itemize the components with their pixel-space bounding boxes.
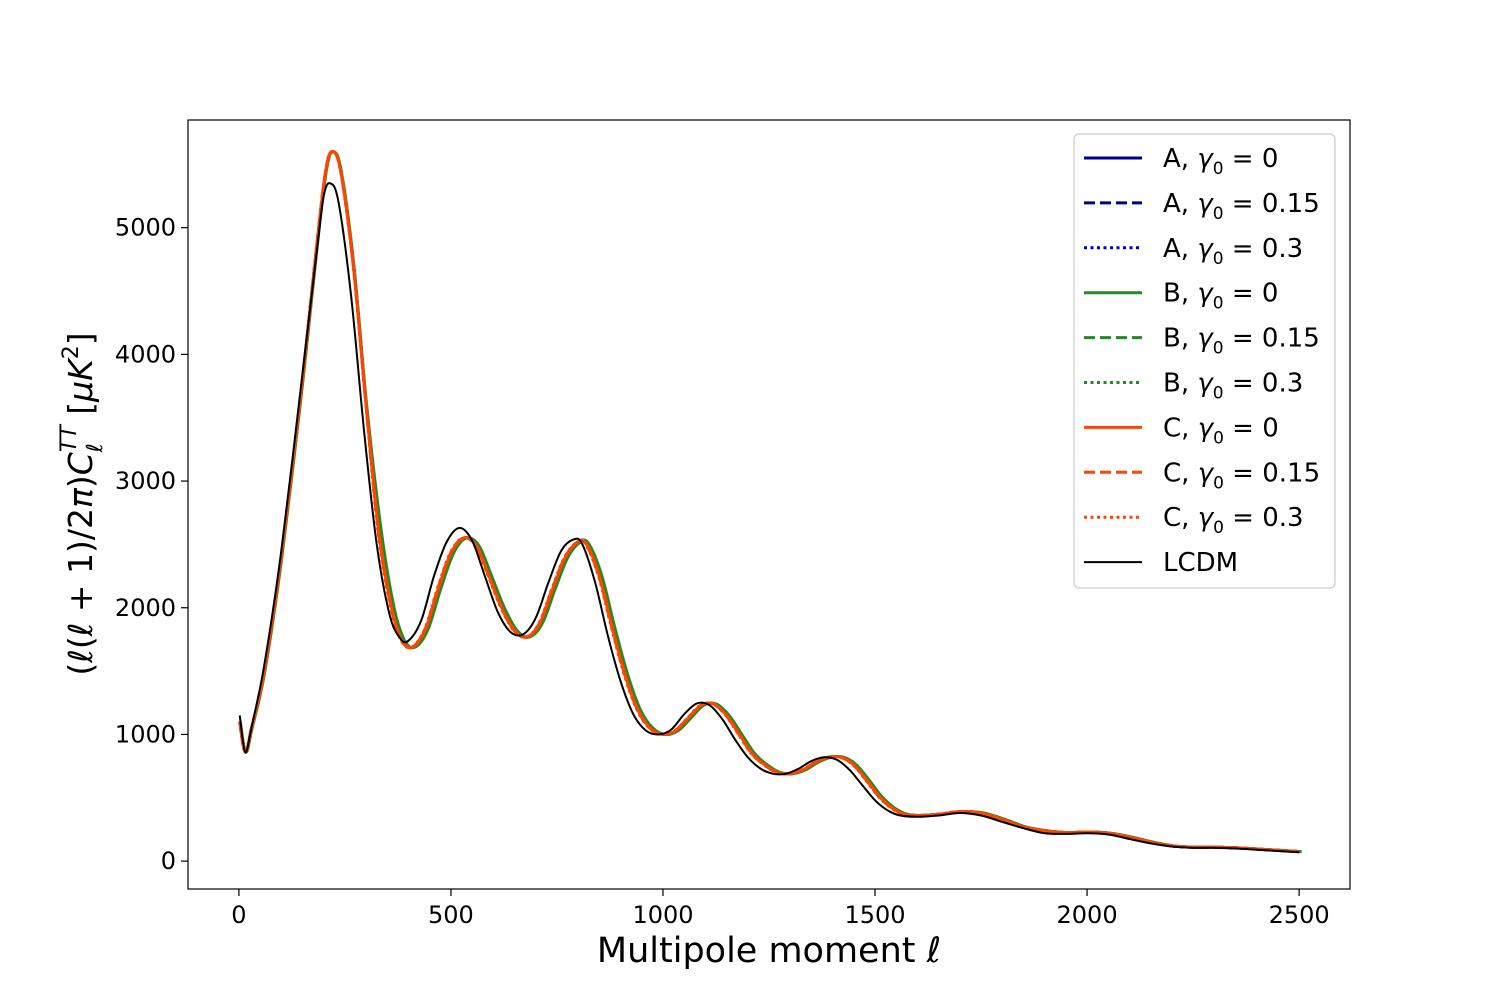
- legend-label: LCDM: [1163, 548, 1238, 578]
- y-tick-label: 5000: [115, 214, 176, 242]
- legend-label: C, γ0 = 0: [1163, 413, 1279, 448]
- legend-entry: LCDM: [1084, 548, 1238, 578]
- legend-entry: C, γ0 = 0.15: [1084, 458, 1320, 493]
- legend-label: A, γ0 = 0.3: [1163, 234, 1303, 269]
- x-axis: 0 500 1000 1500 2000 2500: [231, 889, 1330, 929]
- y-tick-label: 2000: [115, 594, 176, 622]
- legend-entry: C, γ0 = 0.3: [1084, 503, 1304, 538]
- x-tick-label: 500: [428, 901, 474, 929]
- x-tick-label: 0: [231, 901, 246, 929]
- legend-label: B, γ0 = 0: [1163, 279, 1278, 314]
- legend-entry: A, γ0 = 0.3: [1084, 234, 1303, 269]
- series-line-9: [238, 150, 1299, 854]
- y-tick-label: 3000: [115, 467, 176, 495]
- legend-entry: B, γ0 = 0.15: [1084, 324, 1320, 359]
- x-axis-title: Multipole moment ℓ: [597, 931, 941, 971]
- legend-label: A, γ0 = 0: [1163, 144, 1278, 179]
- legend-box: [1073, 133, 1336, 589]
- legend-label: A, γ0 = 0.15: [1163, 189, 1320, 224]
- x-tick-label: 1500: [844, 901, 905, 929]
- y-axis: 0 1000 2000 3000 4000 5000: [115, 214, 188, 875]
- legend-entry: A, γ0 = 0: [1084, 144, 1278, 179]
- legend-label: C, γ0 = 0.15: [1163, 458, 1320, 493]
- y-tick-label: 1000: [115, 720, 176, 748]
- x-tick-label: 1000: [632, 901, 693, 929]
- y-tick-label: 0: [161, 847, 176, 875]
- legend-entry: A, γ0 = 0.15: [1084, 189, 1320, 224]
- legend-entry: B, γ0 = 0.3: [1084, 369, 1303, 404]
- curves: [238, 150, 1302, 854]
- legend-entry: B, γ0 = 0: [1084, 279, 1278, 314]
- y-axis-title: (ℓ(ℓ + 1)/2π)CℓTT [μK2]: [57, 332, 108, 675]
- plot-frame: [187, 119, 1351, 890]
- y-tick-label: 4000: [115, 340, 176, 368]
- x-tick-label: 2000: [1057, 901, 1118, 929]
- legend: A, γ0 = 0 A, γ0 = 0.15 A, γ0 = 0.3 B, γ0 = …: [1073, 133, 1336, 589]
- x-tick-label: 2500: [1269, 901, 1330, 929]
- legend-label: B, γ0 = 0.15: [1163, 324, 1320, 359]
- legend-label: B, γ0 = 0.3: [1163, 369, 1303, 404]
- series-line-10: [238, 182, 1300, 854]
- legend-label: C, γ0 = 0.3: [1163, 503, 1304, 538]
- svg-text:(ℓ(ℓ + 1)/2π)CℓTT [μK2]: (ℓ(ℓ + 1)/2π)CℓTT [μK2]: [57, 332, 108, 675]
- legend-entry: C, γ0 = 0: [1084, 413, 1279, 448]
